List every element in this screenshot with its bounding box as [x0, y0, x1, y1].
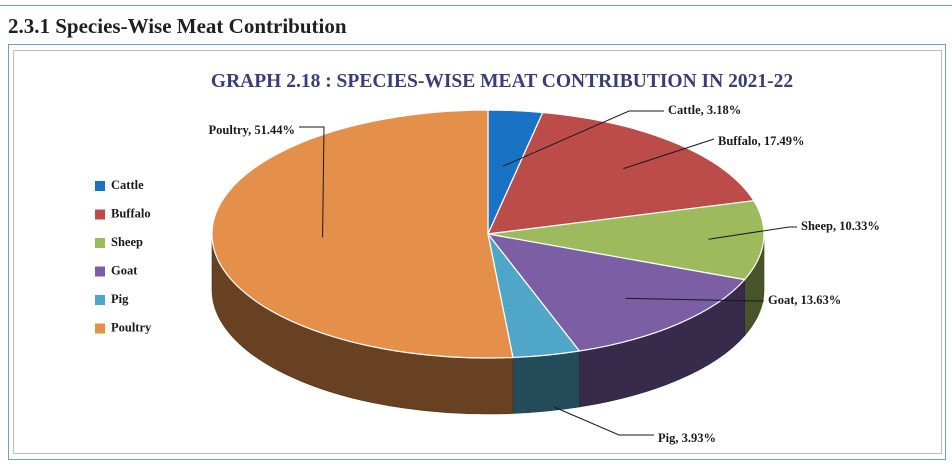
- leader-line-buffalo: [623, 138, 715, 170]
- legend-swatch-buffalo: [95, 209, 105, 220]
- leader-line-goat: [625, 297, 764, 302]
- data-label-goat: Goat, 13.63%: [768, 293, 841, 307]
- legend-swatch-sheep: [95, 238, 105, 248]
- legend-label-buffalo: Buffalo: [111, 206, 151, 220]
- pie-tops: [211, 109, 765, 359]
- legend: Cattle Buffalo Sheep Goat Pig Poultry: [95, 178, 152, 334]
- pie-side-pig: [512, 350, 580, 414]
- data-label-cattle: Cattle, 3.18%: [668, 103, 741, 117]
- legend-swatch-goat: [95, 266, 105, 277]
- data-label-sheep: Sheep, 10.33%: [801, 219, 880, 233]
- legend-label-goat: Goat: [111, 263, 138, 277]
- leader-line-pig: [553, 406, 654, 436]
- data-label-buffalo: Buffalo, 17.49%: [718, 134, 804, 148]
- data-labels: Cattle, 3.18% Buffalo, 17.49% Sheep, 10.33…: [209, 103, 880, 445]
- legend-label-cattle: Cattle: [111, 178, 144, 192]
- legend-label-pig: Pig: [111, 292, 129, 306]
- leader-line-poultry: [299, 126, 325, 238]
- leader-line-cattle: [502, 110, 664, 167]
- data-label-poultry: Poultry, 51.44%: [209, 123, 295, 137]
- pie-slice-poultry: [211, 109, 514, 359]
- pie-slice-buffalo: [487, 111, 755, 235]
- section-heading: 2.3.1 Species-Wise Meat Contribution: [8, 14, 347, 38]
- leader-lines: [299, 110, 797, 436]
- legend-swatch-poultry: [95, 323, 105, 334]
- legend-swatch-pig: [95, 295, 105, 305]
- pie-slice-sheep: [487, 200, 765, 281]
- pie-sides: [211, 233, 765, 415]
- legend-label-sheep: Sheep: [111, 235, 143, 249]
- pie-slice-goat: [487, 233, 746, 352]
- legend-label-poultry: Poultry: [111, 320, 152, 334]
- pie-chart: Cattle, 3.18% Buffalo, 17.49% Sheep, 10.33…: [95, 71, 880, 445]
- chart-panel: Cattle, 3.18% Buffalo, 17.49% Sheep, 10.33…: [13, 50, 942, 454]
- top-divider: [0, 5, 952, 6]
- legend-swatch-cattle: [95, 181, 105, 191]
- chart-frame: [8, 44, 946, 460]
- leader-line-sheep: [708, 226, 797, 240]
- data-label-pig: Pig, 3.93%: [658, 431, 716, 445]
- chart-title: GRAPH 2.18 : SPECIES-WISE MEAT CONTRIBUT…: [211, 71, 793, 92]
